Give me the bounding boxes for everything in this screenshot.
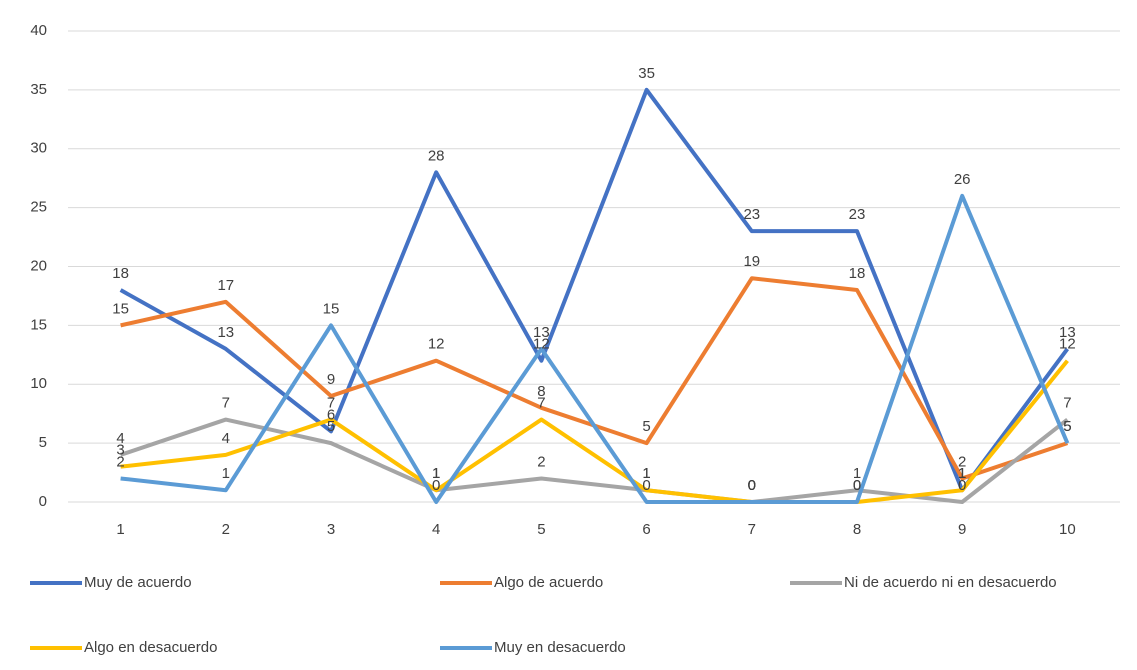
data-label: 19: [743, 253, 760, 270]
data-label: 12: [1059, 336, 1076, 353]
legend-label: Muy en desacuerdo: [494, 639, 626, 656]
data-label: 2: [116, 453, 124, 470]
data-label: 23: [849, 206, 866, 223]
data-label: 12: [533, 336, 550, 353]
data-label: 5: [327, 418, 335, 435]
data-label: 8: [537, 383, 545, 400]
y-tick-label: 40: [30, 22, 47, 39]
data-label: 1: [432, 465, 440, 482]
series-line: [120, 359, 1069, 504]
data-label: 7: [537, 395, 545, 412]
data-label: 26: [954, 171, 971, 188]
data-label: 5: [1063, 418, 1071, 435]
series-line: [120, 193, 1070, 504]
data-label: 18: [849, 265, 866, 282]
data-label: 0: [642, 477, 650, 494]
x-tick-label: 5: [537, 521, 545, 538]
data-label: 28: [428, 147, 445, 164]
data-label: 1: [958, 465, 966, 482]
x-tick-label: 9: [958, 521, 966, 538]
y-tick-label: 5: [39, 434, 47, 451]
data-label: 13: [217, 324, 234, 341]
y-tick-label: 30: [30, 140, 47, 157]
y-tick-label: 10: [30, 375, 47, 392]
data-label: 6: [327, 406, 335, 423]
legend-label: Muy de acuerdo: [84, 574, 192, 591]
data-label: 35: [638, 65, 655, 82]
data-label: 7: [1063, 395, 1071, 412]
data-label: 18: [112, 265, 129, 282]
y-tick-label: 15: [30, 316, 47, 333]
data-label: 2: [958, 453, 966, 470]
y-tick-label: 0: [39, 493, 47, 510]
data-label: 2: [537, 453, 545, 470]
data-label: 5: [1063, 418, 1071, 435]
data-label: 7: [222, 395, 230, 412]
legend-label: Algo de acuerdo: [494, 574, 603, 591]
data-label: 1: [958, 465, 966, 482]
x-tick-label: 10: [1059, 521, 1076, 538]
legend-label: Ni de acuerdo ni en desacuerdo: [844, 574, 1057, 591]
data-label: 1: [642, 465, 650, 482]
data-label: 15: [323, 300, 340, 317]
data-label: 1: [853, 465, 861, 482]
data-label: 0: [748, 477, 756, 494]
y-tick-label: 20: [30, 257, 47, 274]
data-label: 3: [116, 442, 124, 459]
data-label: 9: [327, 371, 335, 388]
x-tick-label: 7: [748, 521, 756, 538]
data-label: 17: [217, 277, 234, 294]
x-tick-label: 6: [642, 521, 650, 538]
x-tick-label: 4: [432, 521, 440, 538]
data-label: 0: [748, 477, 756, 494]
data-label: 4: [116, 430, 124, 447]
data-label: 23: [743, 206, 760, 223]
data-label: 15: [112, 300, 129, 317]
data-label: 1: [642, 465, 650, 482]
legend-label: Algo en desacuerdo: [84, 639, 217, 656]
data-label: 0: [958, 477, 966, 494]
series-line: [119, 87, 1070, 493]
x-tick-label: 3: [327, 521, 335, 538]
y-tick-label: 25: [30, 199, 47, 216]
data-label: 7: [327, 395, 335, 412]
y-tick-label: 35: [30, 81, 47, 98]
data-label: 12: [428, 336, 445, 353]
x-tick-label: 8: [853, 521, 861, 538]
data-label: 0: [853, 477, 861, 494]
data-label: 5: [642, 418, 650, 435]
data-label: 1: [222, 465, 230, 482]
data-label: 1: [432, 465, 440, 482]
x-tick-label: 1: [116, 521, 124, 538]
data-label: 0: [853, 477, 861, 494]
data-label: 4: [222, 430, 230, 447]
data-label: 0: [432, 477, 440, 494]
data-label: 0: [748, 477, 756, 494]
data-label: 13: [1059, 324, 1076, 341]
x-tick-label: 2: [222, 521, 230, 538]
data-label: 13: [533, 324, 550, 341]
